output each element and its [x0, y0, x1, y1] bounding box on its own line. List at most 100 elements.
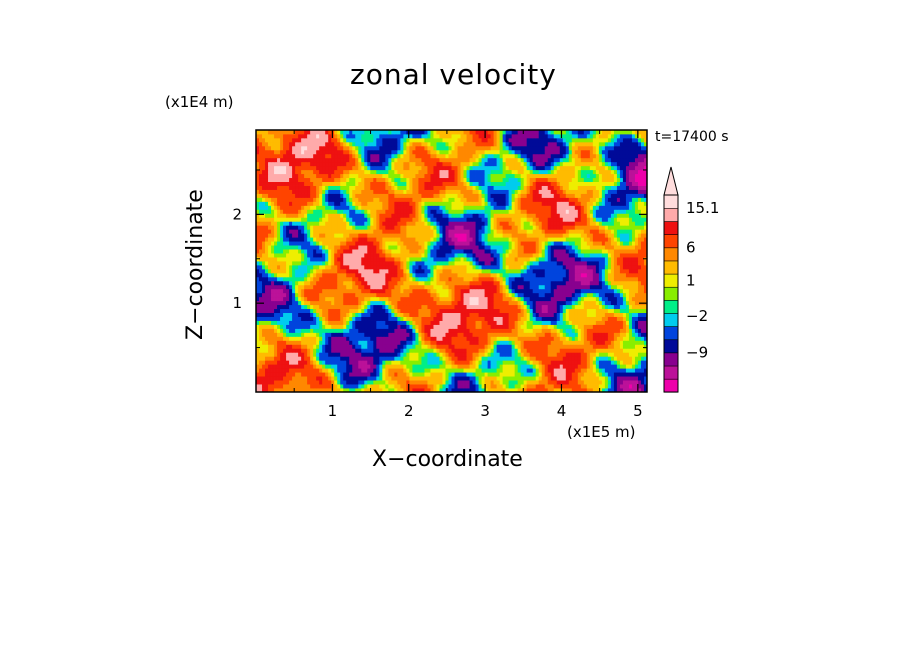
- heatmap-cell: [532, 320, 537, 325]
- heatmap-cell: [448, 388, 452, 393]
- heatmap-cell: [511, 376, 516, 381]
- heatmap-cell: [565, 272, 570, 278]
- heatmap-cell: [433, 288, 437, 294]
- heatmap-cell: [310, 368, 314, 373]
- heatmap-cell: [292, 336, 296, 341]
- heatmap-cell: [343, 276, 347, 282]
- heatmap-cell: [505, 336, 510, 341]
- heatmap-cell: [580, 261, 585, 266]
- heatmap-cell: [415, 253, 419, 258]
- heatmap-cell: [316, 268, 320, 274]
- heatmap-cell: [505, 316, 510, 321]
- heatmap-cell: [418, 324, 422, 329]
- heatmap-cell: [361, 336, 365, 341]
- heatmap-cell: [580, 328, 585, 333]
- heatmap-cell: [391, 316, 395, 321]
- heatmap-cell: [418, 284, 422, 290]
- heatmap-cell: [328, 340, 332, 345]
- heatmap-cell: [574, 296, 579, 302]
- heatmap-cell: [508, 308, 513, 314]
- heatmap-cell: [280, 348, 284, 353]
- heatmap-cell: [484, 324, 488, 329]
- heatmap-cell: [487, 320, 491, 325]
- heatmap-cell: [370, 304, 374, 310]
- heatmap-cell: [295, 284, 299, 290]
- heatmap-cell: [289, 257, 293, 262]
- heatmap-cell: [397, 328, 401, 333]
- heatmap-cell: [631, 245, 636, 250]
- heatmap-cell: [592, 312, 597, 317]
- heatmap-cell: [391, 332, 395, 337]
- heatmap-cell: [379, 324, 383, 329]
- heatmap-cell: [556, 348, 561, 353]
- heatmap-cell: [364, 304, 368, 310]
- heatmap-cell: [502, 296, 507, 302]
- heatmap-cell: [568, 300, 573, 306]
- heatmap-cell: [319, 328, 323, 333]
- heatmap-cell: [364, 300, 368, 306]
- heatmap-cell: [361, 257, 365, 262]
- heatmap-cell: [382, 340, 386, 345]
- heatmap-cell: [304, 296, 308, 302]
- heatmap-cell: [592, 376, 597, 381]
- heatmap-cell: [403, 364, 407, 369]
- heatmap-cell: [364, 352, 368, 357]
- heatmap-cell: [580, 245, 585, 250]
- heatmap-cell: [517, 388, 522, 393]
- heatmap-cell: [487, 380, 491, 385]
- heatmap-cell: [262, 276, 266, 282]
- heatmap-cell: [490, 364, 495, 369]
- heatmap-cell: [295, 344, 299, 349]
- heatmap-cell: [547, 332, 552, 337]
- heatmap-cell: [424, 368, 428, 373]
- heatmap-cell: [424, 304, 428, 310]
- heatmap-cell: [592, 316, 597, 321]
- heatmap-cell: [541, 261, 546, 266]
- heatmap-cell: [451, 276, 455, 282]
- heatmap-cell: [493, 320, 498, 325]
- heatmap-cell: [460, 360, 464, 365]
- heatmap-cell: [541, 300, 546, 306]
- heatmap-cell: [256, 245, 260, 250]
- heatmap-cell: [355, 249, 359, 254]
- heatmap-cell: [394, 292, 398, 298]
- heatmap-cell: [463, 261, 467, 266]
- heatmap-cell: [280, 253, 284, 258]
- heatmap-cell: [391, 268, 395, 274]
- heatmap-cell: [439, 308, 443, 314]
- heatmap-cell: [430, 268, 434, 274]
- heatmap-cell: [283, 344, 287, 349]
- heatmap-cell: [454, 320, 458, 325]
- heatmap-cell: [409, 320, 413, 325]
- heatmap-cell: [262, 340, 266, 345]
- heatmap-cell: [547, 300, 552, 306]
- heatmap-cell: [574, 268, 579, 274]
- heatmap-cell: [502, 328, 507, 333]
- heatmap-cell: [466, 261, 470, 266]
- heatmap-cell: [511, 257, 516, 262]
- heatmap-cell: [631, 268, 636, 274]
- heatmap-cell: [325, 352, 329, 357]
- heatmap-cell: [352, 324, 356, 329]
- heatmap-cell: [583, 372, 588, 377]
- heatmap-cell: [496, 261, 501, 266]
- heatmap-cell: [304, 237, 308, 242]
- heatmap-cell: [643, 292, 648, 298]
- heatmap-cell: [538, 332, 543, 337]
- heatmap-cell: [583, 336, 588, 341]
- heatmap-cell: [340, 249, 344, 254]
- heatmap-cell: [421, 388, 425, 393]
- heatmap-cell: [610, 388, 615, 393]
- heatmap-cell: [256, 272, 260, 278]
- heatmap-cell: [514, 332, 519, 337]
- heatmap-cell: [385, 372, 389, 377]
- heatmap-cell: [496, 336, 501, 341]
- heatmap-cell: [388, 257, 392, 262]
- heatmap-cell: [394, 276, 398, 282]
- heatmap-cell: [619, 300, 624, 306]
- heatmap-cell: [358, 276, 362, 282]
- heatmap-cell: [379, 268, 383, 274]
- heatmap-cell: [334, 284, 338, 290]
- heatmap-cell: [298, 364, 302, 369]
- heatmap-cell: [352, 368, 356, 373]
